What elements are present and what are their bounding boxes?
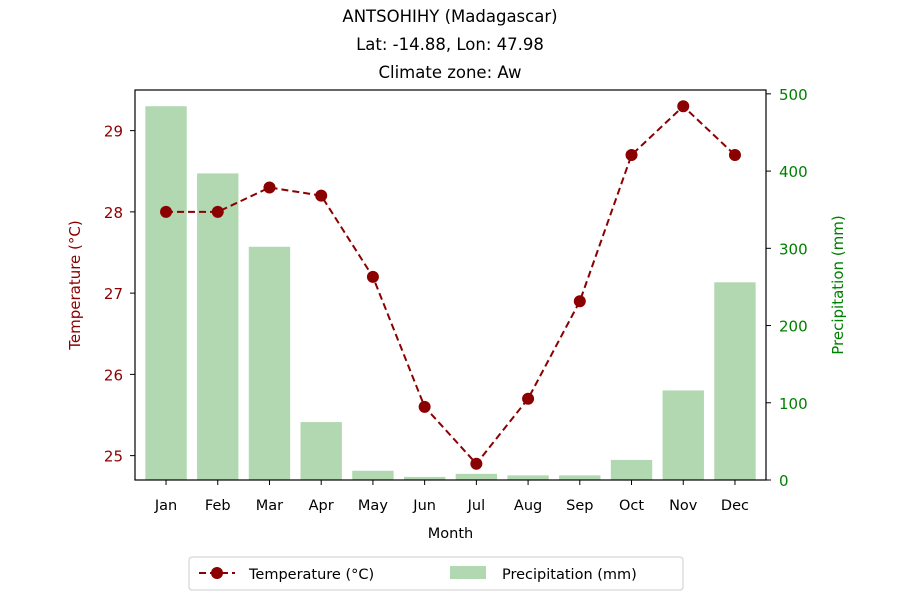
precipitation-bar: [145, 106, 187, 480]
temperature-point: [470, 457, 483, 470]
temperature-point: [573, 295, 586, 308]
legend-precipitation-label: Precipitation (mm): [502, 567, 637, 583]
y-left-tick-label: 25: [104, 448, 123, 466]
precipitation-bar: [352, 470, 394, 480]
legend-precipitation-swatch: [450, 566, 486, 579]
precipitation-bar: [455, 473, 498, 480]
plot-frame: [134, 89, 767, 481]
x-tick-label: Nov: [669, 498, 698, 514]
title-line: ANTSOHIHY (Madagascar): [342, 7, 557, 26]
temperature-point: [211, 205, 224, 218]
y-right-tick-label: 200: [779, 318, 808, 336]
y-axis-right: 0 100 200 300 400 500 Precipitation (mm): [766, 86, 847, 490]
y-right-tick-label: 400: [779, 163, 808, 181]
precipitation-bar: [507, 475, 549, 480]
x-tick-label: Feb: [205, 498, 231, 514]
y-left-axis-label: Temperature (°C): [66, 220, 84, 350]
y-right-tick-label: 0: [779, 472, 789, 490]
temperature-point: [263, 181, 276, 194]
precipitation-bar: [559, 475, 601, 480]
x-tick-label: Mar: [256, 498, 283, 514]
temperature-series-line: [166, 104, 736, 466]
x-axis: Jan Feb Mar Apr May Jun Jul Aug Sep Oct Nov Dec Mont…: [154, 480, 749, 542]
legend: Temperature (°C) Precipitation (mm): [188, 556, 684, 591]
y-right-tick-label: 500: [779, 86, 808, 104]
x-tick-label: May: [358, 498, 388, 514]
y-left-tick-label: 29: [104, 123, 123, 141]
temperature-point: [677, 100, 690, 113]
x-tick-label: Jan: [154, 498, 177, 514]
chart-title: ANTSOHIHY (Madagascar) Lat: -14.88, Lon: …: [342, 7, 557, 82]
legend-box: [188, 556, 684, 591]
temperature-point: [522, 392, 535, 405]
temperature-point: [366, 270, 379, 283]
precipitation-bar: [248, 246, 291, 480]
y-left-tick-label: 28: [104, 204, 123, 222]
precipitation-bar: [714, 282, 756, 480]
precipitation-bars: [145, 106, 756, 480]
temperature-point: [315, 189, 328, 202]
precipitation-bar: [662, 390, 704, 480]
precipitation-bar: [403, 476, 446, 480]
temperature-point: [728, 149, 741, 161]
y-right-axis-label: Precipitation (mm): [829, 215, 847, 354]
temperature-line: [160, 100, 741, 470]
title-line: Climate zone: Aw: [378, 63, 521, 82]
legend-temperature-label: Temperature (°C): [248, 567, 374, 583]
precipitation-bar: [610, 459, 653, 480]
y-right-tick-label: 100: [779, 395, 808, 413]
y-axis-left: 25 26 27 28 29 Temperature (°C): [66, 123, 135, 466]
title-line: Lat: -14.88, Lon: 47.98: [356, 35, 544, 54]
x-tick-label: Aug: [514, 498, 542, 514]
precipitation-bar: [300, 422, 342, 480]
temperature-point: [418, 400, 431, 413]
temperature-point: [625, 149, 638, 161]
x-tick-label: Sep: [566, 498, 593, 514]
precipitation-bar: [197, 173, 239, 480]
x-tick-label: Oct: [619, 498, 644, 514]
legend-temperature-marker: [211, 567, 223, 579]
y-left-tick-label: 26: [104, 366, 123, 384]
temperature-point: [160, 205, 173, 218]
x-tick-label: Jul: [467, 498, 486, 514]
x-tick-label: Dec: [721, 498, 749, 514]
x-tick-label: Jun: [412, 498, 436, 514]
x-axis-label: Month: [428, 526, 473, 542]
y-right-tick-label: 300: [779, 240, 808, 258]
y-left-tick-label: 27: [104, 285, 123, 303]
x-tick-label: Apr: [309, 498, 334, 514]
